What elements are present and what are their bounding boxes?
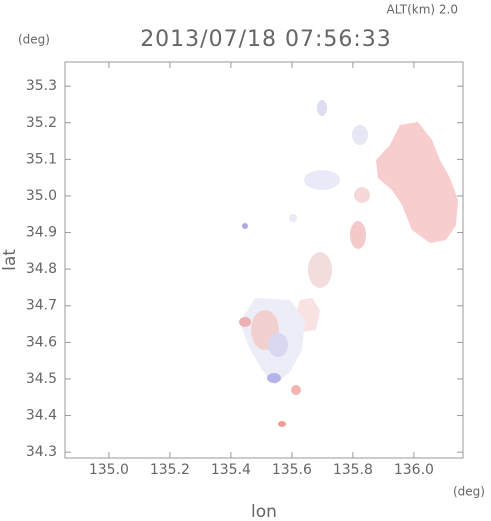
echo-blob	[291, 385, 301, 395]
x-tick-label: 135.4	[211, 462, 251, 478]
y-unit: (deg)	[18, 33, 50, 47]
x-unit: (deg)	[453, 485, 485, 499]
echo-blob	[268, 333, 288, 357]
x-axis-label: lon	[251, 502, 277, 521]
y-tick-label: 34.7	[26, 298, 57, 314]
echo-blob	[350, 221, 366, 249]
x-tick-label: 135.6	[272, 462, 312, 478]
echo-blob	[308, 252, 332, 288]
y-tick-label: 34.9	[26, 225, 57, 241]
echo-blob	[267, 373, 281, 383]
echo-blob	[289, 214, 297, 222]
echo-blob	[376, 122, 458, 243]
echo-blob	[239, 317, 251, 327]
altitude-label: ALT(km) 2.0	[387, 3, 458, 17]
echo-blob	[354, 187, 370, 203]
echo-field	[239, 100, 458, 427]
y-tick-label: 34.5	[26, 371, 57, 387]
y-tick-label: 34.8	[26, 261, 57, 277]
plot-frame	[64, 61, 464, 459]
echo-blob	[278, 421, 286, 427]
chart-title: 2013/07/18 07:56:33	[140, 27, 392, 52]
echo-blob	[352, 125, 368, 145]
y-tick-label: 34.4	[26, 408, 57, 424]
y-tick-label: 35.0	[26, 188, 57, 204]
x-tick-label: 136.0	[394, 462, 434, 478]
y-tick-label: 34.6	[26, 334, 57, 350]
y-tick-label: 35.1	[26, 151, 57, 167]
y-axis-label: lat	[0, 249, 20, 271]
x-tick-label: 135.0	[89, 462, 129, 478]
y-tick-label: 34.3	[26, 444, 57, 460]
y-tick-label: 35.2	[26, 115, 57, 131]
y-tick-label: 35.3	[26, 78, 57, 94]
echo-blob	[304, 170, 340, 190]
echo-blob	[242, 223, 248, 229]
x-tick-label: 135.8	[333, 462, 373, 478]
echo-blob	[317, 100, 327, 116]
x-tick-label: 135.2	[150, 462, 190, 478]
